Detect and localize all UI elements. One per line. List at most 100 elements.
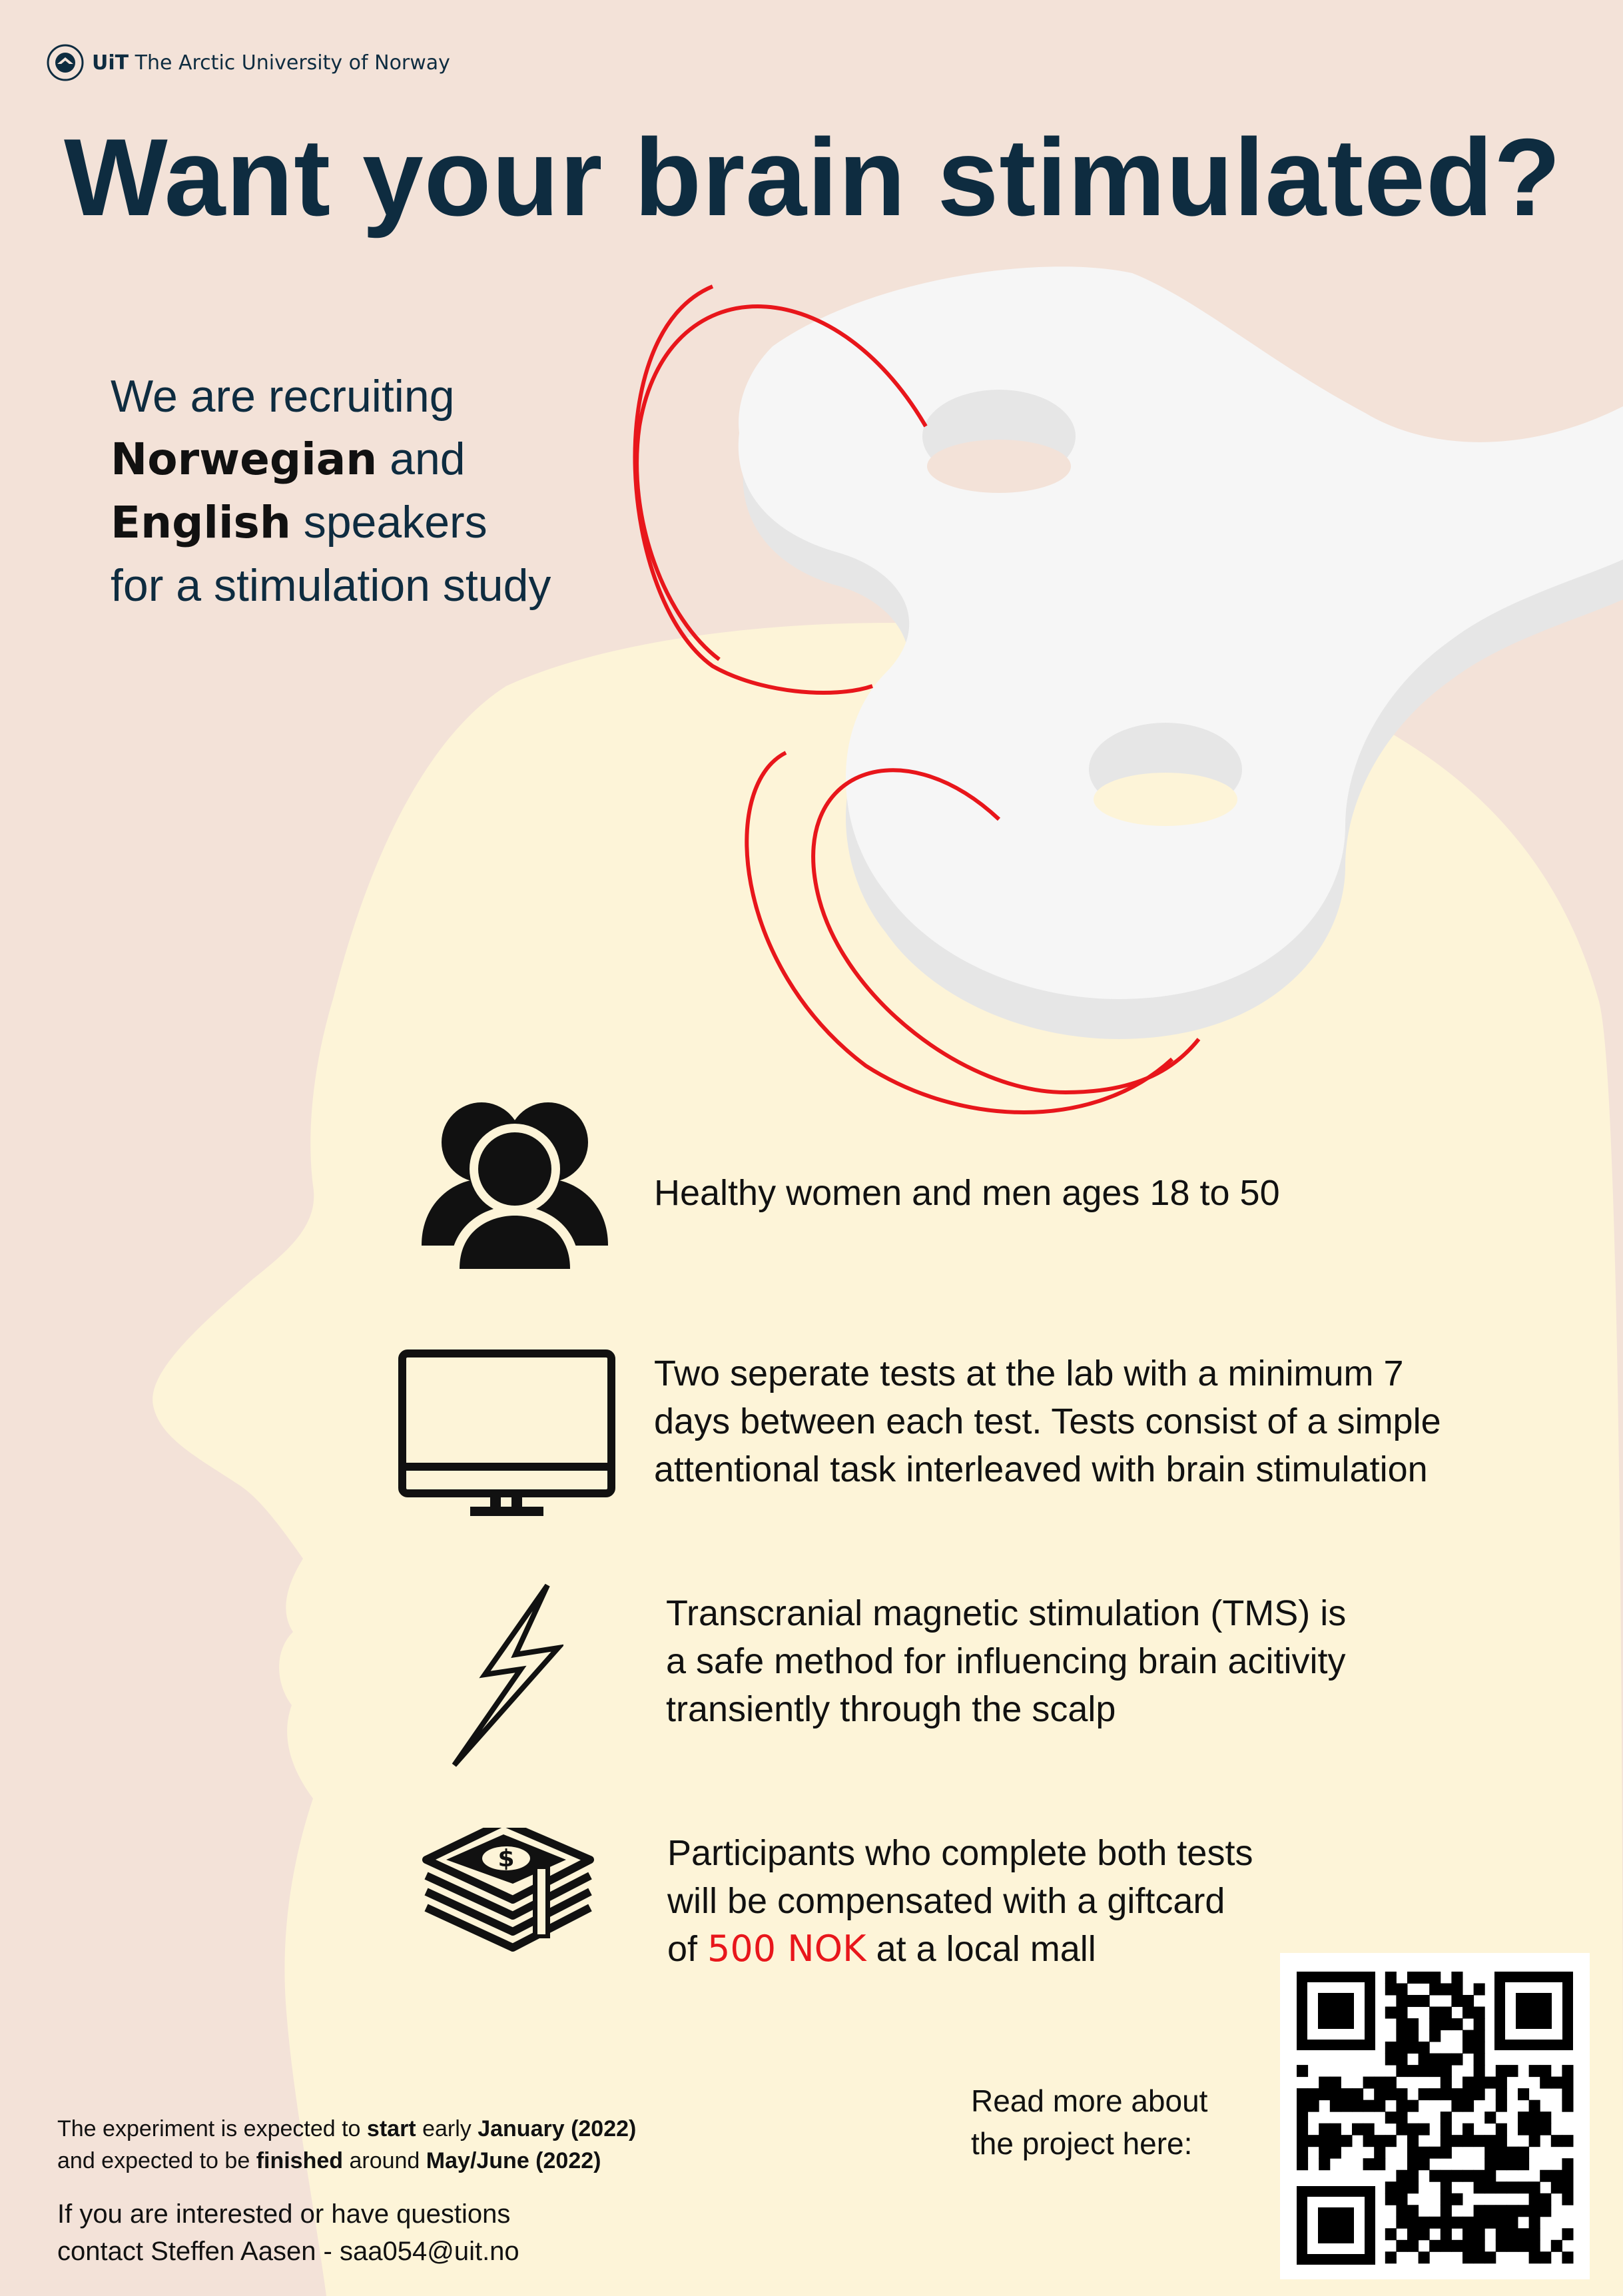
contact-line-2[interactable]: contact Steffen Aasen - saa054@uit.no [57, 2237, 519, 2266]
qr-module [1440, 2006, 1452, 2019]
qr-module [1396, 2006, 1408, 2019]
qr-module [1440, 1983, 1452, 1996]
qr-module [1484, 2076, 1496, 2089]
item-tms-line-1: Transcranial magnetic stimulation (TMS) … [666, 1593, 1347, 1633]
qr-module [1562, 2076, 1574, 2089]
qr-module [1440, 2123, 1452, 2135]
qr-module [1429, 2169, 1441, 2182]
intro-and: and [377, 434, 466, 484]
university-name-bold: UiT [92, 51, 129, 75]
qr-module [1396, 2123, 1408, 2135]
qr-label-line-2: the project here: [971, 2126, 1193, 2161]
qr-module [1562, 2135, 1574, 2147]
qr-module [1329, 2100, 1341, 2112]
qr-module [1418, 2228, 1430, 2241]
qr-module [1462, 2076, 1474, 2089]
qr-module [1440, 2205, 1452, 2217]
qr-module [1528, 2205, 1540, 2217]
qr-module [1462, 2251, 1474, 2264]
qr-module [1462, 2228, 1474, 2241]
qr-module [1495, 2216, 1507, 2229]
qr-module [1319, 2076, 1331, 2089]
qr-module [1396, 2053, 1408, 2066]
qr-module [1341, 2088, 1353, 2101]
qr-module [1440, 2076, 1452, 2089]
qr-module [1528, 2228, 1540, 2241]
qr-module [1440, 2239, 1452, 2252]
intro-line-4: for a stimulation study [111, 560, 551, 611]
intro-line-1: We are recruiting [111, 371, 455, 422]
university-name: UiT The Arctic University of Norway [92, 51, 450, 75]
dates-text: and expected to be [57, 2148, 256, 2173]
qr-module [1562, 2100, 1574, 2112]
qr-module [1440, 2088, 1452, 2101]
qr-module [1374, 2100, 1386, 2112]
qr-module [1429, 2065, 1441, 2078]
qr-module [1385, 1972, 1397, 1984]
dates-text: early [416, 2116, 478, 2141]
qr-module [1396, 2100, 1408, 2112]
qr-module [1352, 2088, 1364, 2101]
qr-module [1562, 2251, 1574, 2264]
svg-text:$: $ [497, 1845, 514, 1872]
qr-module [1440, 2053, 1452, 2066]
qr-module [1528, 2111, 1540, 2124]
qr-module [1518, 2111, 1530, 2124]
qr-module [1440, 2181, 1452, 2194]
qr-module [1440, 2193, 1452, 2205]
qr-module [1429, 2239, 1441, 2252]
qr-module [1407, 2135, 1419, 2147]
qr-module [1451, 2100, 1463, 2112]
qr-module [1429, 2216, 1441, 2229]
qr-module [1396, 2239, 1408, 2252]
qr-module [1473, 2169, 1485, 2182]
qr-module [1307, 2088, 1319, 2101]
intro-line-2: Norwegian and [111, 428, 551, 491]
qr-module [1440, 2146, 1452, 2159]
qr-module [1473, 2181, 1485, 2194]
qr-module [1562, 2228, 1574, 2241]
item-eligibility-line: Healthy women and men ages 18 to 50 [654, 1173, 1280, 1213]
qr-module [1374, 2135, 1386, 2147]
qr-module [1418, 2042, 1430, 2054]
qr-module [1341, 2100, 1353, 2112]
qr-module [1540, 2111, 1552, 2124]
dates-line-2: and expected to be finished around May/J… [57, 2145, 636, 2177]
qr-module [1473, 2135, 1485, 2147]
qr-module [1319, 2123, 1331, 2135]
lightning-icon [452, 1583, 563, 1767]
dates-text: around [343, 2148, 426, 2173]
qr-module [1473, 2216, 1485, 2229]
qr-module [1307, 2135, 1319, 2147]
qr-module [1429, 1972, 1441, 1984]
qr-module [1385, 2053, 1397, 2066]
qr-module [1385, 2181, 1397, 2194]
qr-module [1418, 1995, 1430, 2008]
university-seal-icon [47, 44, 84, 81]
item-eligibility: Healthy women and men ages 18 to 50 [654, 1169, 1280, 1217]
qr-module [1506, 2239, 1518, 2252]
qr-module [1528, 2193, 1540, 2205]
qr-module [1473, 2042, 1485, 2054]
qr-module [1506, 2205, 1518, 2217]
qr-module [1396, 2111, 1408, 2124]
qr-module [1528, 2216, 1540, 2229]
qr-module [1407, 2228, 1419, 2241]
qr-module [1528, 2251, 1540, 2264]
qr-module [1462, 2100, 1474, 2112]
qr-module [1550, 2169, 1562, 2182]
poster-title: Want your brain stimulated? [64, 116, 1562, 238]
qr-module [1473, 2065, 1485, 2078]
qr-module [1451, 2053, 1463, 2066]
qr-module [1396, 2216, 1408, 2229]
qr-module [1407, 2146, 1419, 2159]
qr-module [1363, 2076, 1375, 2089]
qr-code[interactable] [1280, 1953, 1590, 2279]
qr-module [1540, 2123, 1552, 2135]
qr-module [1341, 2135, 1353, 2147]
qr-module [1374, 2076, 1386, 2089]
qr-module [1451, 1995, 1463, 2008]
qr-module [1462, 2088, 1474, 2101]
qr-module [1528, 2065, 1540, 2078]
qr-module [1297, 2065, 1309, 2078]
